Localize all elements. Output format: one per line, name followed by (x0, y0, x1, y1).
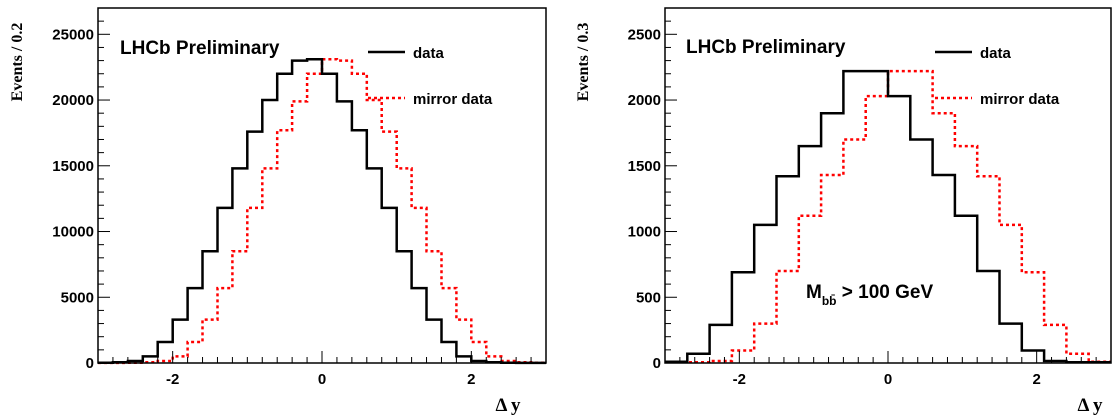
legend-left: data mirror data (368, 45, 493, 108)
cut-label-sub: bb̄ (822, 294, 837, 308)
y-axis-label-right: Events / 0.3 (575, 23, 592, 102)
legend-label-mirror-left: mirror data (413, 91, 493, 108)
x-tick-label-right: -2 (733, 371, 746, 388)
x-axis-label-left: Δ y (495, 395, 521, 416)
y-tick-label-right: 2000 (628, 92, 661, 109)
histogram-series-data-right (665, 69, 1111, 364)
histogram-series-data-left (98, 58, 546, 365)
x-tick-label-left: 2 (467, 371, 475, 388)
histogram-series-mirror-left (98, 58, 546, 365)
legend-label-mirror-right: mirror data (980, 91, 1060, 108)
annotation-right: LHCb Preliminary (686, 37, 846, 58)
x-tick-label-left: -2 (166, 371, 179, 388)
chart-panel-left: -2 0 2 0 5000 10000 15000 20000 25000 LHCb Preli… (9, 7, 547, 416)
y-tick-label-left: 25000 (52, 26, 94, 43)
cut-label-main: M (806, 282, 822, 303)
x-tick-label-left: 0 (318, 371, 326, 388)
y-tick-label-right: 1500 (628, 158, 661, 175)
x-tick-label-right: 0 (884, 371, 892, 388)
cut-label: Mbb̄ > 100 GeV (806, 282, 933, 308)
y-tick-label-left: 0 (86, 355, 94, 372)
x-tick-label-right: 2 (1032, 371, 1040, 388)
y-tick-label-right: 1000 (628, 224, 661, 241)
y-tick-label-left: 5000 (61, 289, 94, 306)
histogram-left-marks (98, 58, 546, 365)
histogram-right-marks (665, 69, 1111, 364)
legend-label-data-left: data (413, 45, 445, 62)
y-tick-label-right: 500 (636, 289, 661, 306)
legend-right: data mirror data (935, 45, 1060, 108)
cut-label-rest: > 100 GeV (837, 282, 934, 303)
annotation-left: LHCb Preliminary (120, 38, 280, 59)
chart-panel-right: -2 0 2 0 500 1000 1500 2000 2500 LHCb Preliminar… (575, 7, 1112, 416)
x-axis-label-right: Δ y (1077, 395, 1103, 416)
y-tick-label-right: 2500 (628, 26, 661, 43)
y-tick-label-left: 15000 (52, 158, 94, 175)
y-tick-label-right: 0 (653, 355, 661, 372)
axes-left: -2 0 2 0 5000 10000 15000 20000 25000 (52, 7, 547, 388)
legend-label-data-right: data (980, 45, 1012, 62)
axes-right: -2 0 2 0 500 1000 1500 2000 2500 (628, 7, 1112, 388)
y-axis-label-left: Events / 0.2 (9, 23, 26, 102)
y-tick-label-left: 20000 (52, 92, 94, 109)
y-tick-label-left: 10000 (52, 224, 94, 241)
